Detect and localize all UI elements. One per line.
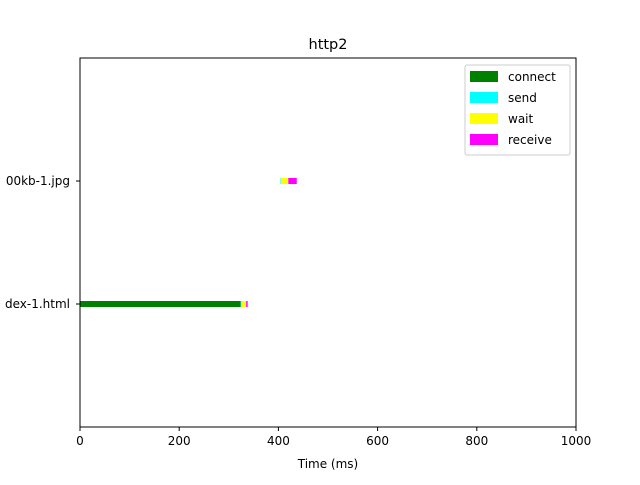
legend-label-wait: wait (508, 112, 534, 126)
bar-segment-receive (246, 301, 248, 307)
bar-segment-connect (80, 301, 241, 307)
bar-segment-receive (288, 178, 297, 184)
legend-swatch-wait (470, 113, 498, 124)
x-tick-label: 400 (267, 434, 290, 448)
x-tick-label: 200 (168, 434, 191, 448)
x-axis: 0 200 400 600 800 1000 (76, 427, 591, 448)
legend-swatch-connect (470, 71, 498, 82)
legend-label-connect: connect (508, 70, 556, 84)
x-axis-label: Time (ms) (297, 457, 359, 471)
y-tick-label: dex-1.html (5, 297, 70, 311)
bar-segment-send (240, 301, 242, 307)
marks-layer (80, 178, 297, 307)
chart-title: http2 (309, 37, 348, 53)
plot-frame (79, 57, 577, 428)
legend-label-send: send (508, 91, 537, 105)
bar-segment-wait (241, 301, 247, 307)
legend-label-receive: receive (508, 133, 552, 147)
legend-frame (464, 64, 571, 156)
bar-segment-wait (280, 178, 289, 184)
bar-segment-send (280, 178, 282, 184)
legend: connect send wait receive (464, 64, 571, 156)
legend-swatch-send (470, 92, 498, 103)
x-tick-label: 1000 (561, 434, 592, 448)
x-tick-label: 600 (366, 434, 389, 448)
x-tick-label: 800 (465, 434, 488, 448)
x-tick-label: 0 (76, 434, 84, 448)
y-axis: dex-1.html 00kb-1.jpg (5, 174, 80, 311)
y-tick-label: 00kb-1.jpg (6, 174, 70, 188)
legend-swatch-receive (470, 134, 498, 145)
